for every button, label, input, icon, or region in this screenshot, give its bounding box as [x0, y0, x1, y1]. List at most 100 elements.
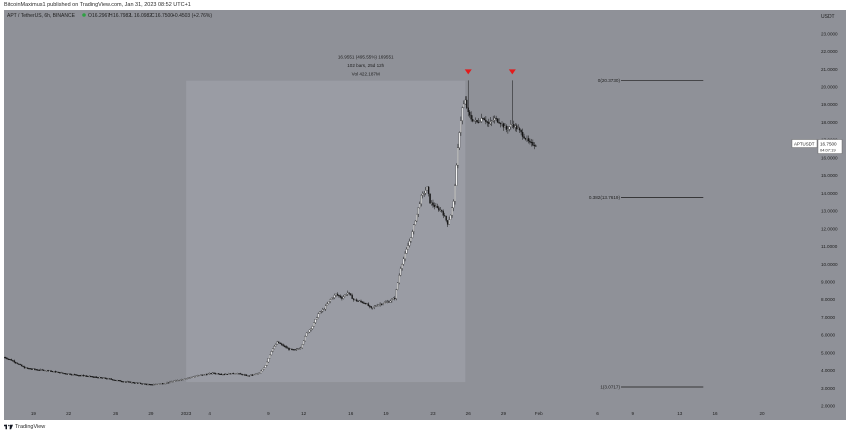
- candle: [455, 163, 458, 186]
- candle: [513, 120, 515, 130]
- candle-body: [157, 383, 159, 385]
- candle-body: [457, 147, 459, 166]
- candle: [511, 80, 514, 129]
- candle: [191, 376, 193, 378]
- candle: [254, 373, 256, 376]
- candle-body: [210, 373, 212, 375]
- candle-body: [389, 300, 392, 303]
- candle: [514, 123, 516, 132]
- candle: [314, 319, 317, 325]
- candle-body: [235, 373, 237, 375]
- candle-body: [489, 121, 491, 124]
- candle-body: [402, 258, 405, 265]
- candle: [332, 296, 334, 300]
- chart-panel[interactable]: APT / TetherUS, 6h, BINANCE O 16.2967 H …: [4, 10, 846, 420]
- candle: [223, 373, 226, 376]
- candle: [352, 298, 355, 302]
- candle: [336, 292, 339, 297]
- candle-body: [277, 341, 280, 344]
- candle-body: [172, 381, 174, 383]
- time-tick-label: 2023: [181, 411, 192, 416]
- candle: [134, 381, 136, 384]
- candle-body: [498, 122, 500, 124]
- candle: [357, 300, 359, 302]
- price-axis[interactable]: USDT 2.0000 3.0000 4.0000 5.0000 6.0000 7.000…: [791, 14, 843, 409]
- candle-body: [426, 186, 428, 191]
- candle: [520, 129, 522, 136]
- candle: [163, 382, 165, 385]
- candle: [128, 380, 130, 383]
- candle: [382, 303, 384, 306]
- candle: [106, 377, 108, 380]
- candle: [57, 371, 60, 373]
- candle: [22, 365, 24, 368]
- candle: [41, 368, 43, 371]
- candle-body: [527, 138, 530, 142]
- price-tick-label: 11.0000: [821, 244, 838, 249]
- candlestick-chart[interactable]: APT / TetherUS, 6h, BINANCE O 16.2967 H …: [4, 10, 846, 420]
- candle-body: [438, 207, 440, 211]
- candle-body: [302, 340, 305, 345]
- candle-body: [529, 140, 531, 143]
- candle: [504, 123, 506, 128]
- candle-body: [156, 383, 158, 385]
- candle: [461, 106, 464, 125]
- price-tick-label: 8.0000: [821, 297, 835, 302]
- candle-body: [251, 374, 254, 376]
- candle-body: [430, 202, 433, 204]
- candle-body: [150, 384, 152, 386]
- candle-body: [404, 253, 406, 260]
- candle: [176, 379, 179, 382]
- candle: [214, 372, 217, 375]
- price-tick-label: 22.0000: [821, 49, 838, 54]
- candle: [444, 212, 446, 217]
- candle: [499, 122, 502, 128]
- candle-body: [95, 376, 98, 378]
- candle: [502, 122, 505, 131]
- candle-body: [232, 373, 234, 375]
- candle: [98, 376, 101, 379]
- candle-body: [228, 373, 230, 375]
- candle-body: [279, 342, 281, 345]
- candle-body: [289, 348, 292, 350]
- candle: [276, 340, 278, 345]
- candle: [508, 126, 511, 132]
- candle-body: [458, 132, 461, 148]
- candle: [195, 375, 198, 377]
- candle: [125, 381, 127, 383]
- time-axis[interactable]: 19 22 26 29 2023 4 9 12 16 19 23 26 29 Feb 6 9 13 16 20: [31, 411, 765, 416]
- candle-body: [12, 360, 14, 362]
- candle: [280, 342, 283, 346]
- candle-body: [198, 375, 201, 377]
- candle-body: [473, 120, 475, 122]
- candle: [410, 237, 412, 243]
- time-tick-label: 4: [208, 411, 211, 416]
- candle: [161, 382, 164, 385]
- candle-body: [132, 382, 135, 384]
- candle-body: [297, 348, 299, 350]
- candle: [369, 304, 371, 309]
- candle: [286, 346, 289, 349]
- candle-body: [363, 302, 365, 304]
- candle-body: [408, 241, 411, 246]
- candle: [396, 282, 399, 291]
- candle-body: [520, 129, 522, 133]
- price-tick-label: 20.0000: [821, 85, 838, 90]
- candle-body: [200, 374, 202, 376]
- candle-body: [38, 369, 40, 371]
- candle-body: [100, 377, 102, 379]
- candle: [220, 373, 223, 376]
- candle-body: [532, 142, 534, 146]
- candle-body: [485, 119, 487, 122]
- plot-area: 16.9551 (495.55%) 169551 102 bars, 25d 12…: [4, 55, 704, 390]
- candle: [31, 368, 33, 370]
- time-tick-label: 26: [466, 411, 472, 416]
- candle: [467, 80, 469, 117]
- candle-body: [493, 117, 496, 121]
- candle-body: [419, 203, 421, 208]
- candle: [432, 199, 434, 208]
- candle: [323, 307, 325, 311]
- candle: [470, 111, 472, 122]
- candle: [257, 372, 259, 375]
- candle-body: [60, 372, 63, 374]
